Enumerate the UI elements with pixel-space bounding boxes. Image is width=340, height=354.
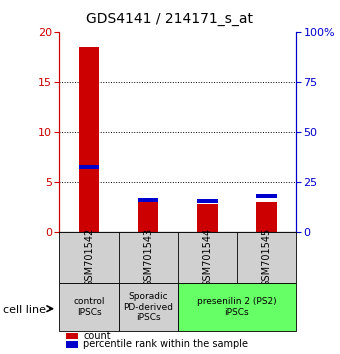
- Text: GSM701543: GSM701543: [143, 228, 153, 287]
- Bar: [256, 202, 277, 232]
- Bar: [256, 194, 277, 198]
- Text: GSM701545: GSM701545: [261, 228, 271, 287]
- Text: Sporadic
PD-derived
iPSCs: Sporadic PD-derived iPSCs: [123, 292, 173, 322]
- Text: cell line: cell line: [3, 305, 46, 315]
- Text: percentile rank within the sample: percentile rank within the sample: [83, 339, 248, 349]
- Text: GSM701542: GSM701542: [84, 228, 94, 287]
- Text: GDS4141 / 214171_s_at: GDS4141 / 214171_s_at: [86, 12, 254, 27]
- Bar: [197, 199, 218, 203]
- Text: count: count: [83, 331, 111, 341]
- Bar: [79, 47, 99, 232]
- Text: GSM701544: GSM701544: [202, 228, 212, 287]
- Bar: [177, 283, 296, 331]
- Text: control
IPSCs: control IPSCs: [73, 297, 105, 317]
- Text: presenilin 2 (PS2)
iPSCs: presenilin 2 (PS2) iPSCs: [197, 297, 276, 317]
- Bar: [138, 202, 158, 232]
- Bar: [79, 165, 99, 169]
- Bar: [59, 283, 119, 331]
- Bar: [119, 283, 177, 331]
- Bar: [197, 204, 218, 232]
- Bar: [138, 198, 158, 202]
